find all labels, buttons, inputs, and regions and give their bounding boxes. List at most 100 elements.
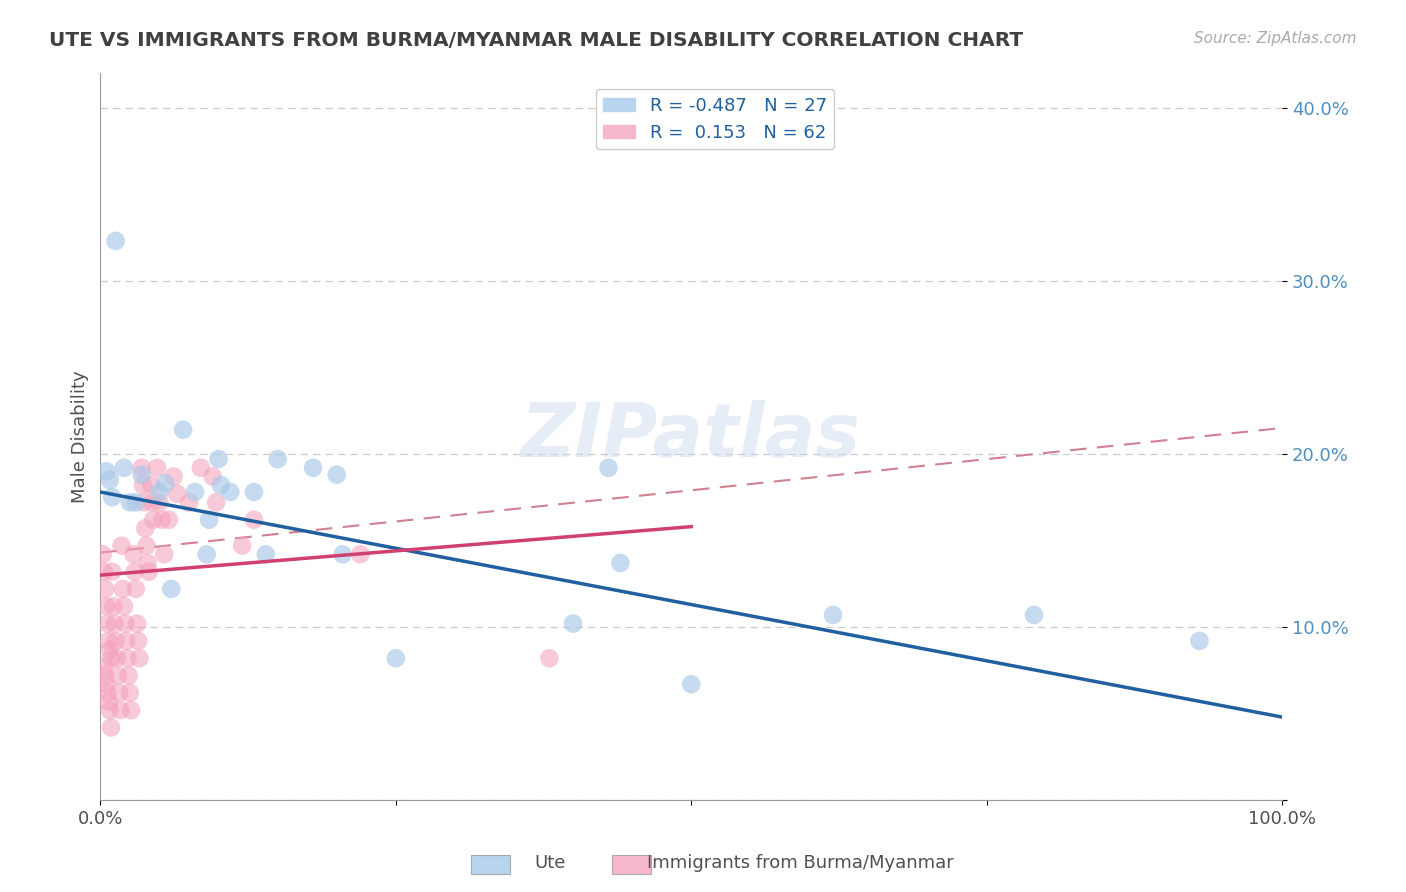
- Point: [104, 234, 127, 248]
- Point: [96, 686, 118, 700]
- Point: [104, 634, 127, 648]
- Point: [131, 460, 153, 475]
- Point: [132, 495, 155, 509]
- Point: [157, 513, 180, 527]
- Point: [103, 616, 125, 631]
- Point: [111, 539, 134, 553]
- Point: [141, 495, 163, 509]
- Point: [100, 651, 122, 665]
- Point: [112, 599, 135, 614]
- Point: [195, 547, 218, 561]
- Point: [254, 547, 277, 561]
- Point: [172, 423, 194, 437]
- Text: ZIPatlas: ZIPatlas: [522, 401, 862, 473]
- Point: [117, 651, 139, 665]
- Point: [155, 476, 177, 491]
- Point: [103, 599, 125, 614]
- Point: [177, 495, 200, 509]
- Point: [127, 634, 149, 648]
- Point: [302, 460, 325, 475]
- Point: [823, 607, 845, 622]
- Point: [231, 539, 253, 553]
- Point: [100, 721, 122, 735]
- Point: [125, 495, 148, 509]
- Point: [124, 565, 146, 579]
- Point: [125, 616, 148, 631]
- Point: [190, 460, 212, 475]
- Point: [96, 616, 118, 631]
- Point: [562, 616, 585, 631]
- Point: [94, 582, 117, 596]
- Point: [98, 703, 121, 717]
- Text: Immigrants from Burma/Myanmar: Immigrants from Burma/Myanmar: [647, 855, 953, 872]
- Point: [681, 677, 703, 691]
- Point: [91, 547, 114, 561]
- Point: [120, 703, 142, 717]
- Point: [114, 616, 136, 631]
- Legend: R = -0.487   N = 27, R =  0.153   N = 62: R = -0.487 N = 27, R = 0.153 N = 62: [596, 89, 834, 149]
- Point: [132, 478, 155, 492]
- Point: [385, 651, 408, 665]
- Point: [160, 582, 183, 596]
- Text: UTE VS IMMIGRANTS FROM BURMA/MYANMAR MALE DISABILITY CORRELATION CHART: UTE VS IMMIGRANTS FROM BURMA/MYANMAR MAL…: [49, 31, 1024, 50]
- Text: Source: ZipAtlas.com: Source: ZipAtlas.com: [1194, 31, 1357, 46]
- Point: [209, 478, 232, 492]
- Point: [97, 634, 120, 648]
- Point: [122, 547, 145, 561]
- Point: [97, 694, 120, 708]
- Point: [243, 513, 266, 527]
- Point: [219, 485, 242, 500]
- Point: [162, 469, 184, 483]
- Point: [134, 521, 156, 535]
- Point: [201, 469, 224, 483]
- Point: [93, 660, 115, 674]
- Point: [184, 485, 207, 500]
- Point: [266, 452, 288, 467]
- Point: [101, 490, 124, 504]
- Y-axis label: Male Disability: Male Disability: [72, 370, 89, 503]
- Point: [166, 487, 188, 501]
- Text: Ute: Ute: [534, 855, 565, 872]
- Point: [207, 452, 229, 467]
- Point: [93, 565, 115, 579]
- Point: [125, 582, 148, 596]
- Point: [598, 460, 620, 475]
- Point: [128, 651, 150, 665]
- Point: [205, 495, 228, 509]
- Point: [148, 495, 170, 509]
- Point: [118, 686, 141, 700]
- Point: [110, 703, 132, 717]
- Point: [148, 485, 170, 500]
- Point: [1188, 634, 1211, 648]
- Point: [107, 668, 129, 682]
- Point: [150, 513, 173, 527]
- Point: [94, 668, 117, 682]
- Point: [538, 651, 561, 665]
- Point: [153, 547, 176, 561]
- Point: [146, 460, 169, 475]
- Point: [1022, 607, 1045, 622]
- Point: [325, 467, 347, 482]
- Point: [141, 478, 163, 492]
- Point: [243, 485, 266, 500]
- Point: [105, 651, 128, 665]
- Point: [112, 460, 135, 475]
- Point: [142, 513, 165, 527]
- Point: [111, 582, 134, 596]
- Point: [96, 677, 118, 691]
- Point: [198, 513, 221, 527]
- Point: [118, 495, 141, 509]
- Point: [349, 547, 371, 561]
- Point: [609, 556, 631, 570]
- Point: [138, 565, 160, 579]
- Point: [101, 565, 124, 579]
- Point: [96, 464, 118, 478]
- Point: [332, 547, 354, 561]
- Point: [96, 599, 118, 614]
- Point: [118, 668, 141, 682]
- Point: [108, 686, 131, 700]
- Point: [136, 556, 159, 570]
- Point: [98, 473, 121, 487]
- Point: [115, 634, 138, 648]
- Point: [135, 539, 157, 553]
